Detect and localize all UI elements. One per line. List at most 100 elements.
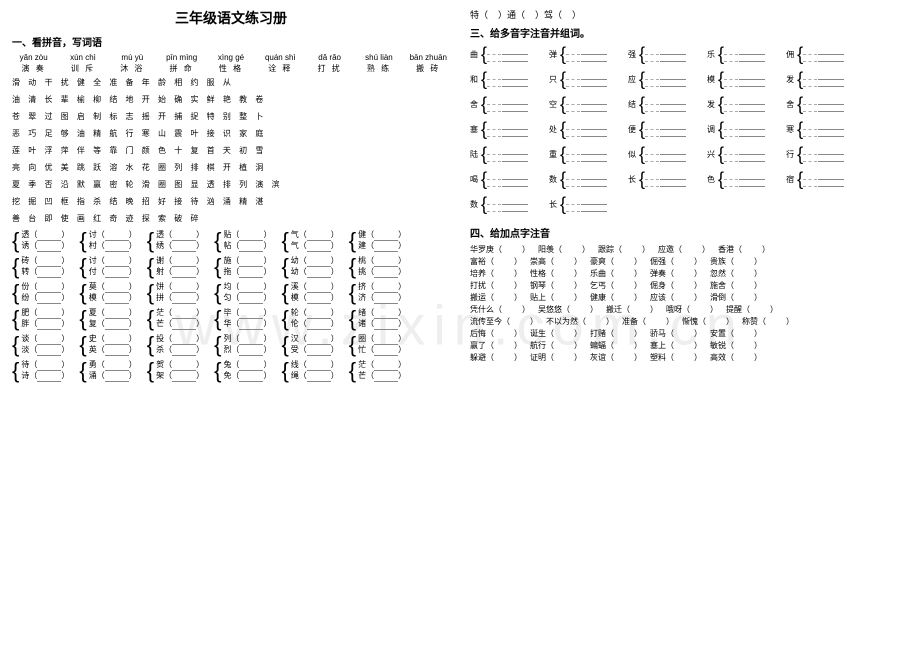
bracket-pair: {饼（）拼（） bbox=[147, 282, 204, 304]
brace-icon: { bbox=[12, 256, 19, 278]
char-cell: 性 格 bbox=[209, 63, 252, 74]
char-line: 莲 叶 浮 萍 伴 等 靠 门 颜 色 十 复 首 天 初 雪 bbox=[12, 145, 450, 156]
brace-icon: { bbox=[214, 282, 221, 304]
bracket-item: 砖（） bbox=[21, 256, 69, 266]
bracket-item: 绣（） bbox=[156, 241, 204, 251]
multi-lines bbox=[487, 73, 529, 87]
multi-item: 应{ bbox=[628, 69, 687, 90]
bracket-item: 免（） bbox=[223, 371, 271, 381]
bracket-pair: {施（）拖（） bbox=[214, 256, 271, 278]
multi-item: 曲{ bbox=[470, 44, 529, 65]
bracket-item: 杀（） bbox=[156, 345, 204, 355]
brace-icon: { bbox=[281, 256, 288, 278]
char-line: 亮 向 优 美 跳 跃 溶 水 花 圈 列 排 棋 开 植 洞 bbox=[12, 162, 450, 173]
bracket-item: 村（） bbox=[89, 241, 137, 251]
bracket-items: 绪（）诸（） bbox=[358, 308, 406, 330]
multi-lines bbox=[566, 98, 608, 112]
bracket-pair: {砖（）转（） bbox=[12, 256, 69, 278]
multi-char: 喝 bbox=[470, 174, 478, 185]
pronounce-item: 跟踪（） bbox=[598, 244, 650, 256]
bracket-item: 讨（） bbox=[89, 256, 137, 266]
pronounce-item: 崇高（） bbox=[530, 256, 582, 268]
pronounce-item: 应该（） bbox=[650, 292, 702, 304]
bracket-items: 史（）英（） bbox=[89, 334, 137, 356]
multi-line bbox=[487, 180, 529, 187]
multi-char: 数 bbox=[549, 174, 557, 185]
pronounce-item: 骄马（） bbox=[650, 328, 702, 340]
multi-char: 陆 bbox=[470, 149, 478, 160]
pronounce-item: 后悔（） bbox=[470, 328, 522, 340]
brace-icon: { bbox=[79, 308, 86, 330]
multi-lines bbox=[724, 173, 766, 187]
multi-char: 只 bbox=[549, 74, 557, 85]
bracket-items: 份（）纷（） bbox=[21, 282, 69, 304]
bracket-item: 圈（） bbox=[358, 334, 406, 344]
pronounce-item: 证明（） bbox=[530, 352, 582, 364]
multi-lines bbox=[645, 148, 687, 162]
bracket-pair: {茫（）芒（） bbox=[349, 360, 406, 382]
char-cell: 打 扰 bbox=[308, 63, 351, 74]
bracket-items: 挤（）济（） bbox=[358, 282, 406, 304]
pronounce-row: 富裕（）崇高（）豪爽（）倔强（）贵族（） bbox=[470, 256, 908, 268]
char-cell: 熟 练 bbox=[357, 63, 400, 74]
bracket-item: 忙（） bbox=[358, 345, 406, 355]
multi-line bbox=[487, 148, 529, 155]
multi-line bbox=[803, 148, 845, 155]
multi-char: 弹 bbox=[549, 49, 557, 60]
pronounce-item: 称赞（） bbox=[742, 316, 794, 328]
brace-icon: { bbox=[12, 334, 19, 356]
pronounce-item: 滑倒（） bbox=[710, 292, 762, 304]
bracket-items: 线（）绳（） bbox=[291, 360, 339, 382]
multi-char: 舍 bbox=[786, 99, 794, 110]
bracket-items: 施（）拖（） bbox=[223, 256, 271, 278]
char-line: 善 台 即 使 画 红 奇 迹 探 索 破 碎 bbox=[12, 213, 450, 224]
char-line: 油 清 长 辈 榆 柳 结 地 开 始 确 实 鲜 艳 教 卷 bbox=[12, 94, 450, 105]
multi-line bbox=[724, 55, 766, 62]
brace-icon: { bbox=[147, 308, 154, 330]
bracket-item: 复（） bbox=[89, 319, 137, 329]
bracket-items: 茫（）芒（） bbox=[358, 360, 406, 382]
multi-item: 发{ bbox=[707, 94, 766, 115]
pronounce-item: 弹奏（） bbox=[650, 268, 702, 280]
brace-icon: { bbox=[349, 230, 356, 252]
bracket-item: 射（） bbox=[156, 267, 204, 277]
bracket-item: 兔（） bbox=[223, 360, 271, 370]
pinyin-cell: xùn chì bbox=[61, 53, 104, 62]
multi-line bbox=[487, 73, 529, 80]
multi-line bbox=[645, 173, 687, 180]
multi-line bbox=[566, 130, 608, 137]
multi-item: 处{ bbox=[549, 119, 608, 140]
right-column: 特（）通（）驾（） 三、给多音字注音并组词。 曲{弹{强{乐{佣{和{只{应{模… bbox=[460, 8, 908, 384]
multi-item: 只{ bbox=[549, 69, 608, 90]
multi-lines bbox=[645, 123, 687, 137]
pronounce-item: 塑料（） bbox=[650, 352, 702, 364]
bracket-pair: {挤（）济（） bbox=[349, 282, 406, 304]
pronounce-item: 倔强（） bbox=[650, 256, 702, 268]
bracket-items: 夏（）复（） bbox=[89, 308, 137, 330]
multi-lines bbox=[487, 148, 529, 162]
bracket-item: 史（） bbox=[89, 334, 137, 344]
multi-item: 模{ bbox=[707, 69, 766, 90]
bracket-pair: {投（）杀（） bbox=[147, 334, 204, 356]
multi-char: 寒 bbox=[786, 124, 794, 135]
pronounce-item: 倔身（） bbox=[650, 280, 702, 292]
multi-line bbox=[645, 48, 687, 55]
pronounce-item: 豪爽（） bbox=[590, 256, 642, 268]
bracket-items: 莫（）模（） bbox=[89, 282, 137, 304]
char-rows-area: 滑 动 干 扰 健 全 准 备 年 龄 相 约 服 从油 清 长 辈 榆 柳 结… bbox=[12, 77, 450, 224]
pinyin-cell: mù yù bbox=[111, 53, 154, 62]
multi-item: 舍{ bbox=[470, 94, 529, 115]
multi-lines bbox=[803, 48, 845, 62]
pronounce-row: 赢了（）航行（）蝙蝠（）塞上（）敏锐（） bbox=[470, 340, 908, 352]
multi-lines bbox=[803, 173, 845, 187]
pinyin-cell: shú liàn bbox=[357, 53, 400, 62]
char-cell: 搬 砖 bbox=[407, 63, 450, 74]
bracket-item: 纷（） bbox=[21, 293, 69, 303]
multi-line bbox=[566, 98, 608, 105]
bracket-item: 幼（） bbox=[291, 256, 339, 266]
pronounce-item: 钢琴（） bbox=[530, 280, 582, 292]
bracket-items: 投（）杀（） bbox=[156, 334, 204, 356]
bracket-items: 贴（）帖（） bbox=[223, 230, 271, 252]
pronounce-row: 打扰（）钢琴（）乞丐（）倔身（）施舍（） bbox=[470, 280, 908, 292]
multi-lines bbox=[487, 48, 529, 62]
